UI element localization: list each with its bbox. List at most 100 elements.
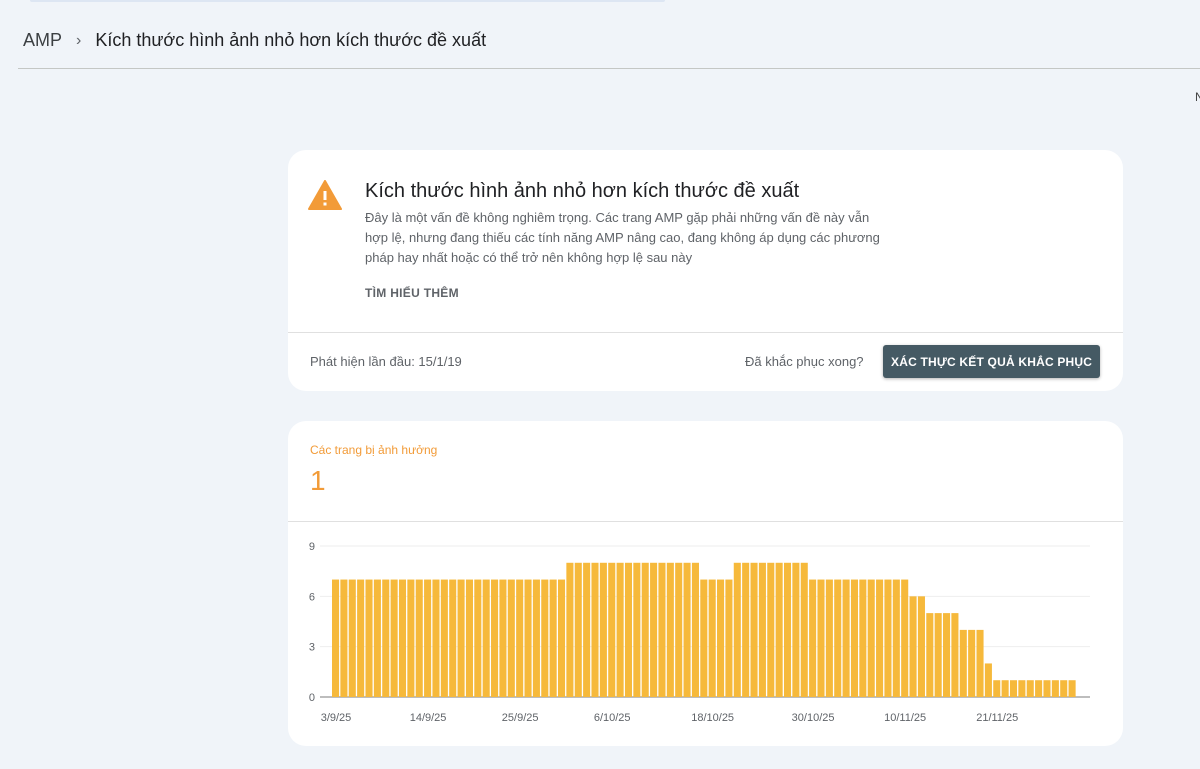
bar bbox=[842, 579, 850, 697]
bar bbox=[733, 562, 741, 697]
validate-fix-button[interactable]: XÁC THỰC KẾT QUẢ KHẮC PHỤC bbox=[883, 345, 1101, 378]
bar bbox=[432, 579, 440, 697]
issue-title: Kích thước hình ảnh nhỏ hơn kích thước đ… bbox=[365, 180, 800, 202]
bar bbox=[440, 579, 448, 697]
bar bbox=[591, 562, 599, 697]
breadcrumb: AMP › Kích thước hình ảnh nhỏ hơn kích t… bbox=[23, 30, 486, 51]
bar bbox=[809, 579, 817, 697]
bar bbox=[691, 562, 699, 697]
bar bbox=[340, 579, 348, 697]
bar bbox=[934, 613, 942, 697]
bar bbox=[516, 579, 524, 697]
bar bbox=[867, 579, 875, 697]
bar bbox=[557, 579, 566, 697]
y-tick-label: 0 bbox=[309, 692, 315, 704]
bar bbox=[541, 579, 549, 697]
bar bbox=[532, 579, 540, 697]
bar bbox=[465, 579, 473, 697]
bar bbox=[742, 562, 750, 697]
bar bbox=[449, 579, 457, 697]
divider bbox=[288, 521, 1123, 522]
bar bbox=[650, 562, 658, 697]
bar bbox=[1009, 680, 1018, 697]
bar bbox=[633, 562, 641, 697]
bar bbox=[917, 596, 925, 697]
issue-card: Kích thước hình ảnh nhỏ hơn kích thước đ… bbox=[288, 150, 1123, 391]
x-tick-label: 14/9/25 bbox=[410, 712, 447, 724]
bar bbox=[976, 629, 984, 697]
bar bbox=[1060, 680, 1068, 697]
issue-description: Đây là một vấn đề không nghiêm trọng. Cá… bbox=[365, 210, 880, 265]
bar bbox=[968, 629, 976, 697]
bar bbox=[876, 579, 884, 697]
bar bbox=[666, 562, 674, 697]
bar bbox=[800, 562, 808, 697]
bar bbox=[424, 579, 432, 697]
bar bbox=[398, 579, 407, 697]
bar bbox=[474, 579, 482, 697]
bar bbox=[332, 579, 340, 697]
bar bbox=[750, 562, 758, 697]
bar bbox=[499, 579, 507, 697]
bar bbox=[574, 562, 582, 697]
x-tick-label: 6/10/25 bbox=[594, 712, 631, 724]
search-bar-edge bbox=[30, 0, 665, 2]
bar bbox=[457, 579, 465, 697]
bar bbox=[1018, 680, 1026, 697]
bar bbox=[767, 562, 775, 697]
x-tick-label: 25/9/25 bbox=[502, 712, 539, 724]
x-tick-label: 10/11/25 bbox=[884, 712, 926, 724]
y-tick-label: 9 bbox=[309, 541, 315, 553]
bar bbox=[758, 562, 766, 697]
bar bbox=[717, 579, 725, 697]
bar bbox=[926, 613, 934, 697]
bar bbox=[616, 562, 624, 697]
bar bbox=[700, 579, 708, 697]
bar bbox=[1026, 680, 1034, 697]
header-divider bbox=[18, 68, 1200, 69]
bar bbox=[641, 562, 649, 697]
affected-pages-label: Các trang bị ảnh hưởng bbox=[310, 443, 438, 457]
x-tick-label: 30/10/25 bbox=[792, 712, 835, 724]
bar bbox=[624, 562, 633, 697]
bar bbox=[382, 579, 390, 697]
bar bbox=[407, 579, 415, 697]
bar bbox=[909, 596, 917, 697]
page-title: Kích thước hình ảnh nhỏ hơn kích thước đ… bbox=[95, 30, 487, 50]
bar bbox=[993, 680, 1001, 697]
bar bbox=[792, 562, 800, 697]
bar bbox=[566, 562, 574, 697]
bar bbox=[959, 629, 967, 697]
bar bbox=[901, 579, 909, 697]
bar bbox=[390, 579, 398, 697]
clipped-text: N bbox=[1195, 90, 1200, 104]
bar bbox=[549, 579, 557, 697]
bar bbox=[1068, 680, 1076, 697]
bar bbox=[825, 579, 833, 697]
bar bbox=[482, 579, 490, 697]
bar bbox=[725, 579, 733, 697]
bar bbox=[783, 562, 792, 697]
breadcrumb-root[interactable]: AMP bbox=[23, 30, 63, 50]
bar bbox=[984, 663, 992, 697]
bar bbox=[348, 579, 356, 697]
bar bbox=[1043, 680, 1051, 697]
x-tick-label: 21/11/25 bbox=[976, 712, 1018, 724]
bar bbox=[859, 579, 867, 697]
bar bbox=[1035, 680, 1043, 697]
x-tick-label: 3/9/25 bbox=[321, 712, 352, 724]
learn-more-link[interactable]: TÌM HIỂU THÊM bbox=[365, 286, 459, 300]
affected-pages-count: 1 bbox=[310, 465, 326, 496]
bar bbox=[675, 562, 683, 697]
x-tick-label: 18/10/25 bbox=[691, 712, 734, 724]
bar bbox=[415, 579, 423, 697]
bar bbox=[884, 579, 892, 697]
chevron-right-icon: › bbox=[76, 31, 82, 49]
bar bbox=[708, 579, 716, 697]
first-detected: Phát hiện lần đầu: 15/1/19 bbox=[310, 354, 462, 369]
bar bbox=[1001, 680, 1009, 697]
bar bbox=[599, 562, 607, 697]
bar bbox=[951, 613, 959, 697]
fixed-question: Đã khắc phục xong? bbox=[745, 354, 864, 369]
bar bbox=[775, 562, 783, 697]
